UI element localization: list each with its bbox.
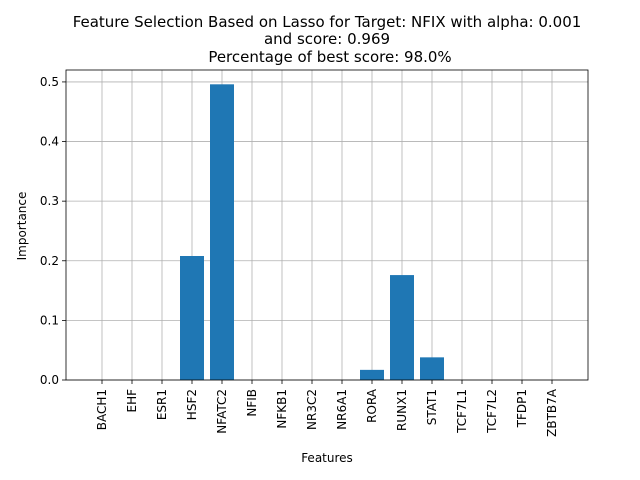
y-tick-label: 0.4 [40,135,59,149]
x-tick-label: NFATC2 [215,389,229,434]
bar-rora [360,369,384,380]
x-tick-label: TCF7L2 [485,389,499,434]
x-axis-label: Features [301,451,353,465]
x-tick-label: EHF [125,389,139,413]
x-tick-label: BACH1 [95,389,109,430]
x-axis-ticks: BACH1 EHF ESR1 HSF2 NFATC2 NFIB NFKB1 NR3C2 NR6A… [95,380,559,437]
x-tick-label: ESR1 [155,389,169,420]
x-tick-label: STAT1 [425,389,439,425]
x-tick-label: TFDP1 [515,389,529,428]
grid-lines [66,70,588,381]
x-tick-label: RORA [365,388,379,423]
chart-title-line-2: and score: 0.969 [264,30,390,48]
y-tick-label: 0.0 [40,373,59,387]
x-tick-label: NR6A1 [335,389,349,430]
y-axis-label: Importance [15,192,29,261]
x-tick-label: HSF2 [185,389,199,420]
y-tick-label: 0.1 [40,313,59,327]
x-tick-label: RUNX1 [395,389,409,431]
x-tick-label: NFKB1 [275,389,289,429]
y-axis-ticks: 0.0 0.1 0.2 0.3 0.4 0.5 [40,75,66,387]
x-tick-label: ZBTB7A [545,388,559,437]
chart-title-line-3: Percentage of best score: 98.0% [208,48,451,66]
y-tick-label: 0.5 [40,75,59,89]
bar-stat1 [420,357,444,380]
y-tick-label: 0.2 [40,254,59,268]
x-tick-label: NR3C2 [305,389,319,430]
bar-hsf2 [180,256,204,380]
chart-title: Feature Selection Based on Lasso for Tar… [73,13,582,66]
plot-area-frame [65,69,589,381]
bar-nfatc2 [210,84,234,381]
x-tick-label: NFIB [245,389,259,417]
bar-runx1 [390,275,414,380]
x-tick-label: TCF7L1 [455,389,469,434]
y-tick-label: 0.3 [40,194,59,208]
bars [180,84,444,381]
chart-title-line-1: Feature Selection Based on Lasso for Tar… [73,13,582,31]
